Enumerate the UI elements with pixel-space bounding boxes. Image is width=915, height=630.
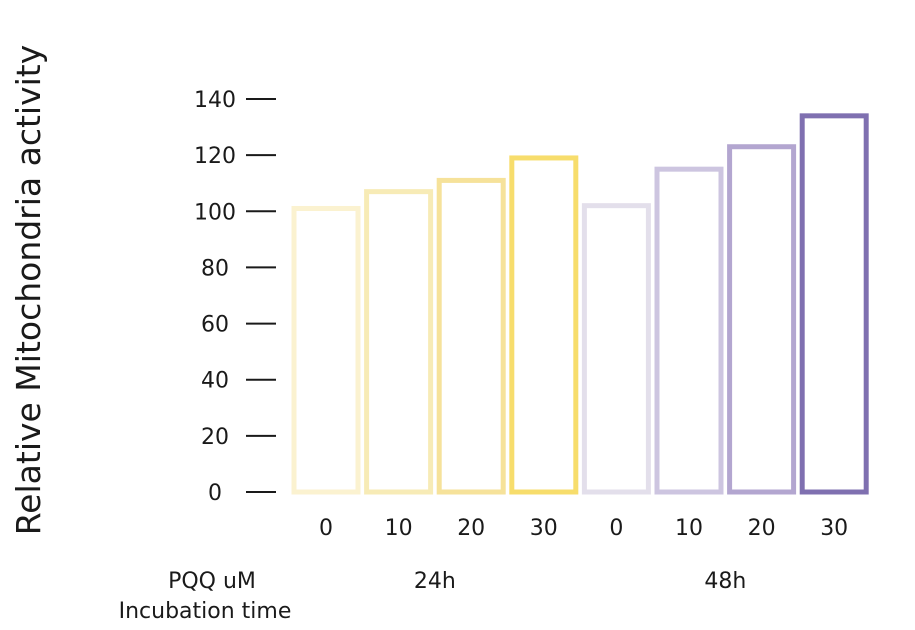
group-labels: 24h 48h — [414, 569, 746, 594]
x-tick-label: 20 — [748, 516, 776, 541]
bars — [291, 113, 869, 495]
x-tick-label: 10 — [675, 516, 703, 541]
bar-48h-10 — [654, 166, 724, 495]
y-axis: 0 20 40 60 80 100 120 140 — [194, 88, 276, 506]
y-tick-label: 40 — [201, 369, 229, 394]
group-label-24h: 24h — [414, 569, 456, 594]
bar-24h-0 — [291, 205, 361, 495]
x-axis-label-dose: PQQ uM — [168, 569, 256, 594]
bar-48h-30 — [799, 113, 869, 495]
bar-48h-20 — [727, 144, 797, 495]
x-tick-label: 10 — [385, 516, 413, 541]
group-label-48h: 48h — [704, 569, 746, 594]
y-tick-label: 140 — [194, 88, 236, 113]
bar-24h-10 — [364, 189, 434, 495]
y-tick-label: 60 — [201, 313, 229, 338]
x-tick-label: 30 — [530, 516, 558, 541]
x-tick-label: 20 — [457, 516, 485, 541]
x-tick-label: 0 — [319, 516, 333, 541]
x-axis-label-time: Incubation time — [119, 599, 292, 624]
y-tick-label: 0 — [208, 481, 222, 506]
y-tick-label: 80 — [201, 256, 229, 281]
y-tick-label: 20 — [201, 425, 229, 450]
bar-48h-0 — [581, 203, 651, 495]
y-tick-label: 100 — [194, 200, 236, 225]
x-axis: 0 10 20 30 0 10 20 30 — [319, 516, 848, 541]
bar-24h-30 — [509, 155, 579, 495]
bar-24h-20 — [436, 177, 506, 495]
y-tick-label: 120 — [194, 144, 236, 169]
y-axis-label: Relative Mitochondria activity — [9, 45, 48, 536]
x-tick-label: 30 — [820, 516, 848, 541]
x-tick-label: 0 — [609, 516, 623, 541]
